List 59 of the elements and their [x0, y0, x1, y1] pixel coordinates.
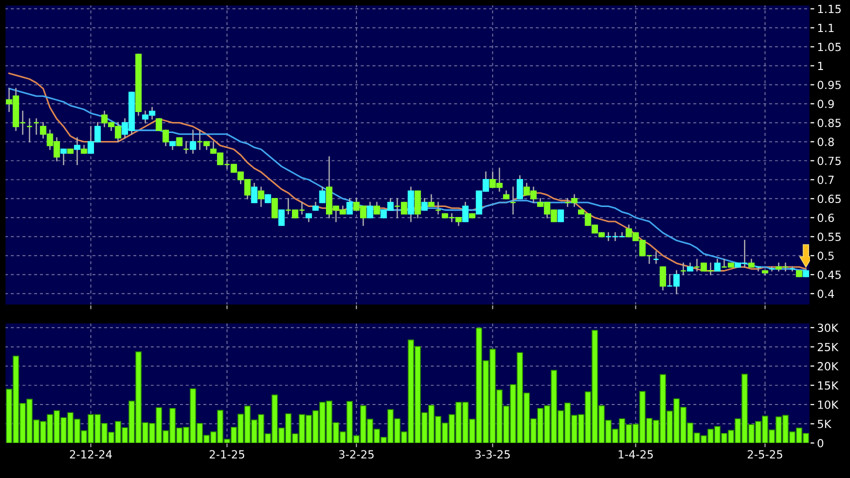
candlestick	[680, 262, 687, 276]
candlestick	[190, 130, 196, 154]
candlestick	[768, 266, 776, 272]
x-tick-label: 2-5-25	[748, 450, 782, 459]
y-tick-label: 5K	[818, 420, 832, 428]
candlestick	[755, 266, 762, 272]
candlestick	[74, 137, 80, 166]
y-tick-label: 10K	[818, 400, 839, 409]
y-tick-label: 1	[818, 62, 823, 70]
y-tick-label: 1.1	[818, 24, 834, 32]
x-tick-label: 2-12-24	[70, 450, 112, 458]
candlestick	[434, 202, 442, 214]
y-tick-label: 0.85	[818, 118, 841, 128]
candlestick	[462, 202, 469, 222]
candlestick	[278, 209, 285, 226]
x-tick-label: 2-1-25	[210, 450, 244, 459]
candlestick	[60, 148, 67, 166]
y-tick-label: 0.6	[818, 214, 834, 222]
candlestick	[26, 118, 33, 142]
candlestick	[789, 266, 796, 272]
candlestick	[558, 209, 564, 222]
candlestick	[272, 198, 278, 218]
y-tick-label: 1.05	[818, 42, 841, 52]
y-tick-label: 0.45	[818, 270, 841, 279]
y-tick-label: 25K	[818, 342, 839, 352]
candlestick	[33, 118, 40, 135]
y-tick-label: 0.8	[818, 138, 834, 146]
y-tick-label: 0.9	[818, 100, 834, 108]
candlestick	[182, 141, 190, 154]
y-tick-label: 15K	[818, 381, 839, 390]
y-tick-label: 1.15	[818, 4, 841, 14]
y-tick-label: 0.5	[818, 252, 834, 260]
candlestick	[258, 186, 264, 207]
y-tick-label: 20K	[818, 362, 839, 370]
y-tick-label: 0.55	[818, 232, 841, 242]
candlestick	[374, 202, 380, 214]
candlestick	[346, 198, 353, 214]
candlestick	[516, 175, 524, 200]
candlestick	[408, 186, 414, 222]
y-tick-label: 30K	[818, 324, 839, 332]
x-tick-label: 1-4-25	[618, 450, 653, 459]
y-tick-label: 0	[818, 438, 824, 448]
x-tick-label: 3-2-25	[339, 450, 374, 459]
candlestick	[366, 202, 374, 218]
candlestick	[319, 186, 326, 204]
y-tick-label: 0.65	[818, 194, 841, 204]
candlestick	[251, 182, 258, 204]
candlestick	[428, 194, 435, 207]
y-tick-label: 0.4	[818, 290, 834, 298]
candlestick	[421, 198, 428, 211]
y-tick-label: 0.95	[818, 80, 841, 90]
candlestick	[510, 186, 516, 214]
candlestick	[652, 251, 660, 264]
candlestick	[414, 190, 421, 218]
y-tick-label: 0.7	[818, 176, 834, 184]
x-tick-label: 3-3-25	[475, 450, 510, 459]
candlestick	[714, 258, 721, 272]
y-tick-label: 0.75	[818, 156, 841, 166]
candlestick	[660, 266, 666, 290]
